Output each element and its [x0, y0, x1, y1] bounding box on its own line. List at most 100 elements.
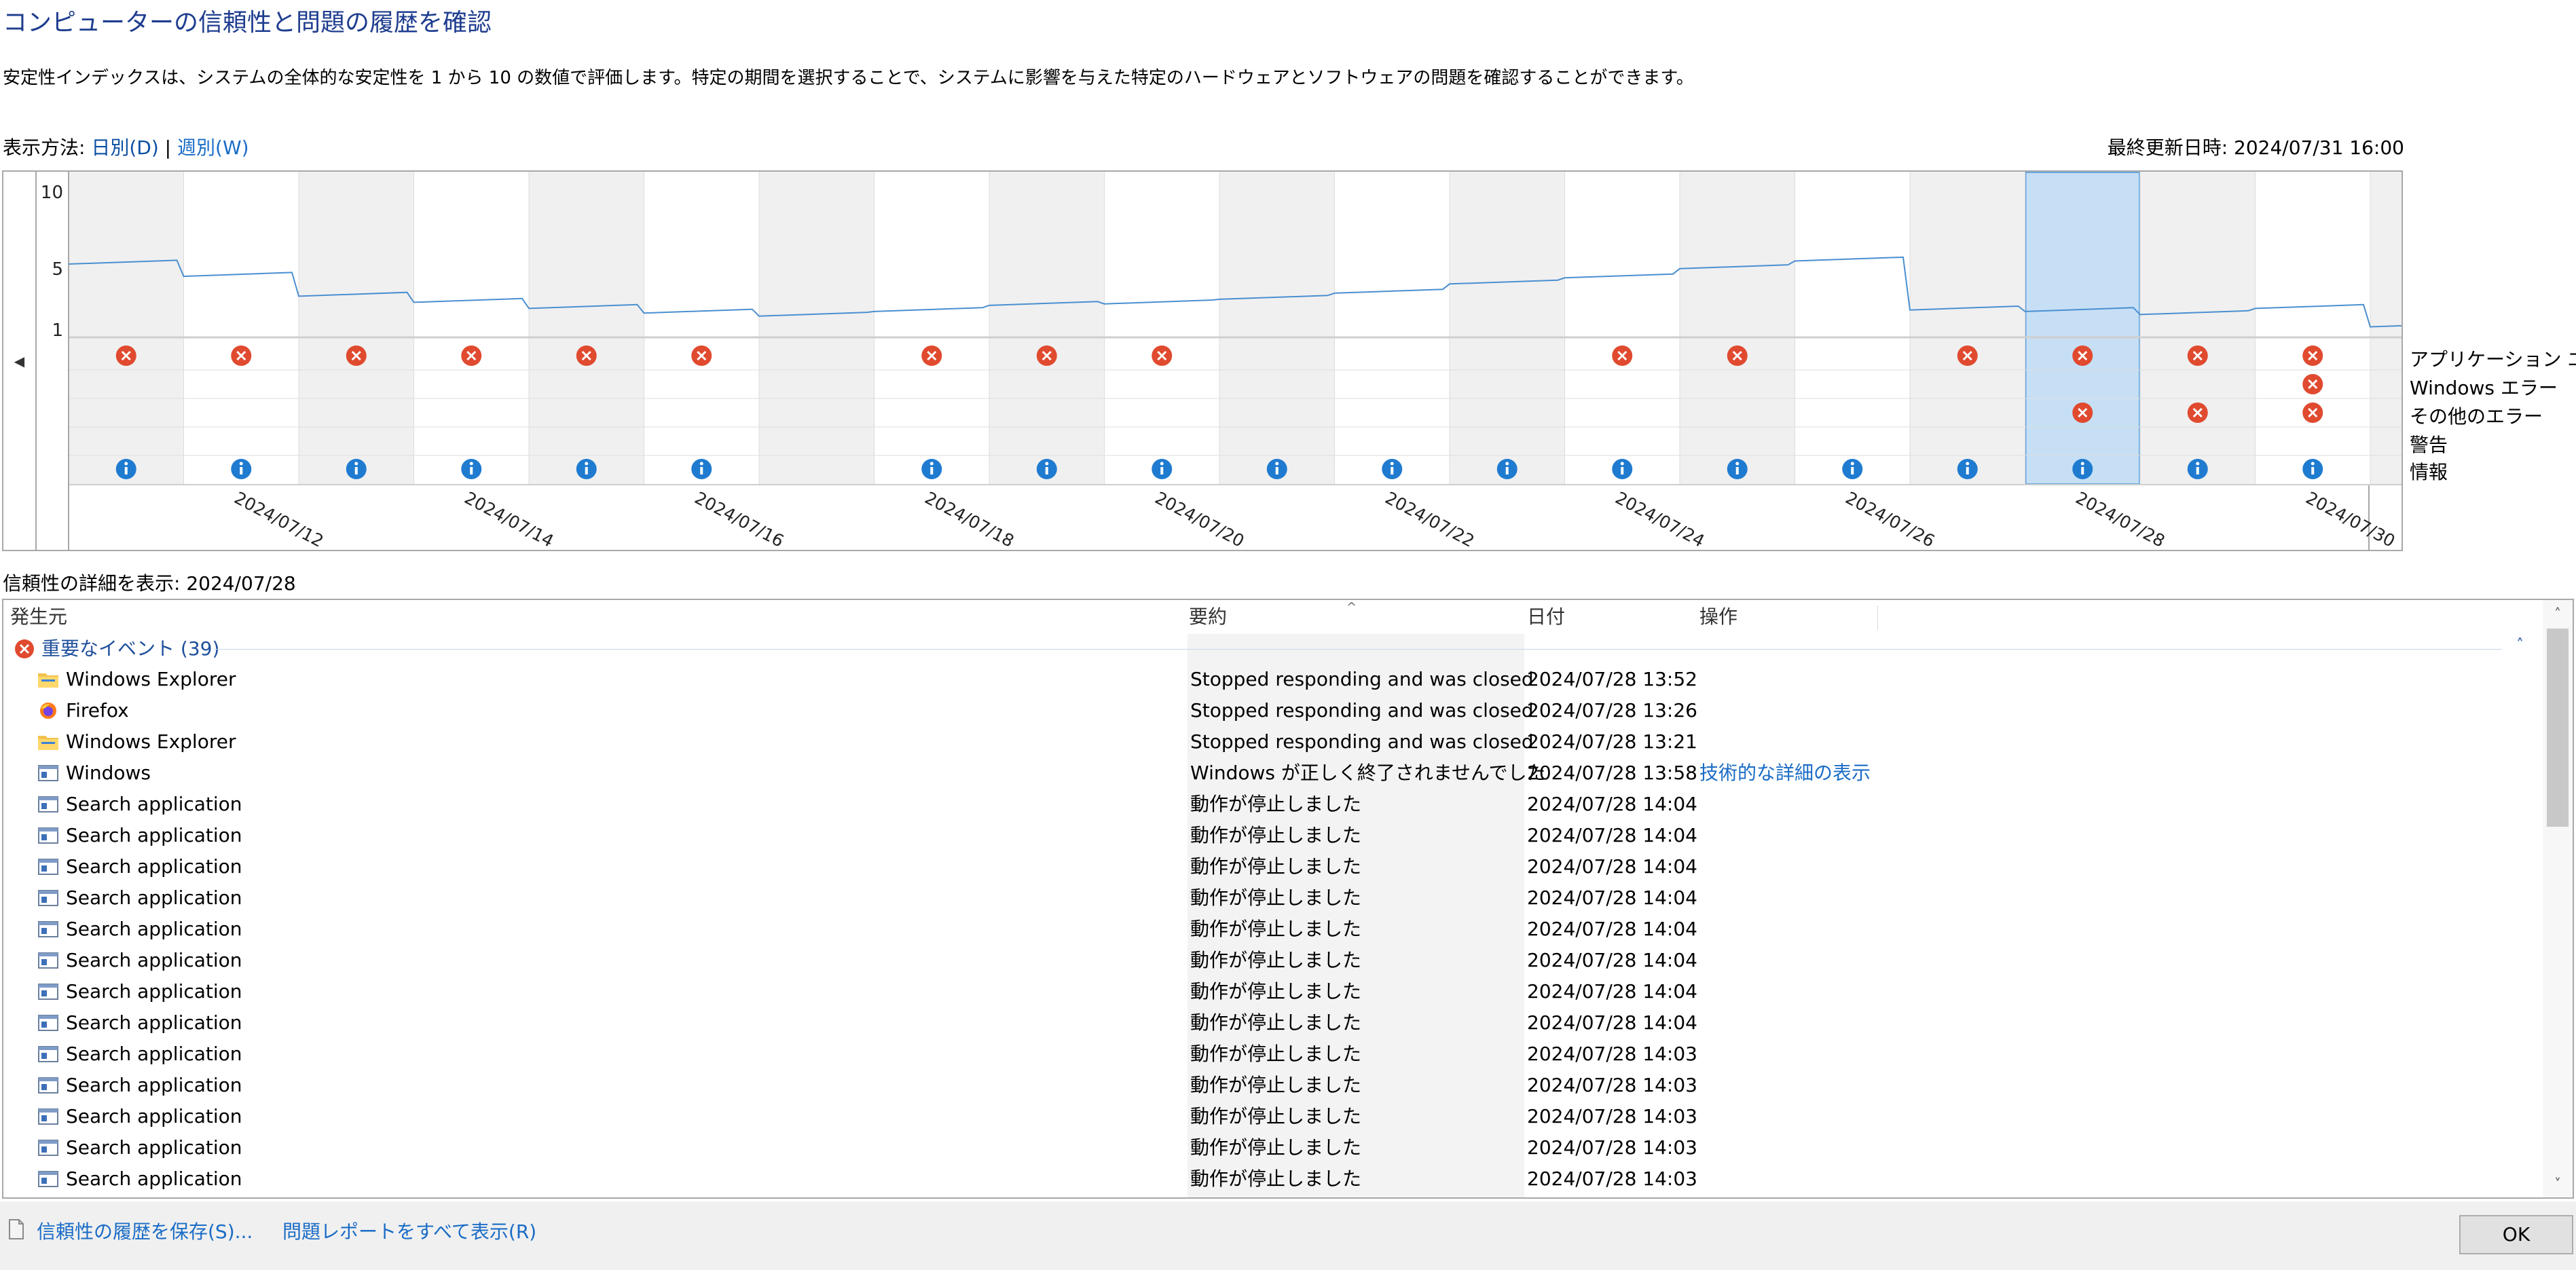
column-header-action[interactable]: 操作	[1699, 605, 1738, 628]
table-row[interactable]: Search application 動作が停止しました 2024/07/28 14…	[3, 1070, 2543, 1101]
table-row[interactable]: Search application 動作が停止しました 2024/07/28 14…	[3, 789, 2543, 820]
table-row[interactable]: Search application 動作が停止しました 2024/07/28 14…	[3, 945, 2543, 976]
table-row[interactable]: Search application 動作が停止しました 2024/07/28 14…	[3, 976, 2543, 1007]
table-row[interactable]: Search application 動作が停止しました 2024/07/28 14…	[3, 1163, 2543, 1195]
scroll-up-button[interactable]: ˄	[2554, 605, 2561, 622]
table-row[interactable]: Search application 動作が停止しました 2024/07/28 14…	[3, 851, 2543, 882]
day-column	[644, 172, 759, 485]
info-icon-stem	[1505, 467, 1509, 474]
row-source: Search application	[66, 1043, 242, 1065]
column-header-summary[interactable]: 要約 ^	[1189, 600, 1522, 634]
info-icon-dot	[1850, 462, 1854, 466]
row-action-link[interactable]: 技術的な詳細の表示	[1699, 762, 1871, 784]
row-source: Search application	[66, 793, 242, 815]
group-row-critical[interactable]: 重要なイベント (39) ˄	[3, 634, 2543, 664]
vertical-scrollbar[interactable]: ˄ ˅	[2543, 600, 2573, 1197]
group-line	[214, 649, 2502, 650]
info-icon-stem	[1045, 467, 1048, 474]
stability-index-line	[68, 256, 2402, 328]
day-column	[1910, 172, 2025, 485]
error-icon-cross	[466, 350, 477, 361]
row-summary: 動作が停止しました	[1190, 855, 1362, 878]
table-row[interactable]: Search application 動作が停止しました 2024/07/28 14…	[3, 1007, 2543, 1039]
view-separator: |	[164, 136, 172, 159]
info-icon-stem	[124, 467, 128, 474]
summary-column-shade	[1188, 634, 1524, 1197]
legend-windows-error: Windows エラー	[2410, 377, 2558, 399]
row-date: 2024/07/28 13:52	[1527, 668, 1697, 690]
info-icon-stem	[354, 467, 358, 474]
view-by-bar: 表示方法: 日別(D) | 週別(W)	[3, 133, 249, 160]
info-icon-dot	[930, 462, 934, 466]
x-date-label: 2024/07/20	[1152, 488, 1247, 550]
row-source: Windows Explorer	[66, 668, 236, 690]
save-history-link[interactable]: 信頼性の履歴を保存(S)...	[37, 1220, 253, 1243]
stability-chart-svg[interactable]: 10 5 1 2024/07/12 2024/07/14 2024/07/16 2024/0…	[3, 172, 2402, 550]
day-column	[69, 172, 184, 485]
info-icon-stem	[1851, 467, 1854, 474]
info-icon-stem	[1391, 467, 1394, 474]
view-all-reports-link[interactable]: 問題レポートをすべて表示(R)	[282, 1220, 537, 1243]
row-source: Search application	[66, 1074, 242, 1096]
table-row[interactable]: Windows Windows が正しく終了されませんでした 2024/07/28 …	[3, 758, 2543, 789]
table-row[interactable]: Search application 動作が停止しました 2024/07/28 14…	[3, 882, 2543, 914]
row-summary: 動作が停止しました	[1190, 1168, 1362, 1190]
table-row[interactable]: Search application 動作が停止しました 2024/07/28 14…	[3, 1039, 2543, 1070]
row-summary: 動作が停止しました	[1190, 793, 1362, 815]
row-source: Search application	[66, 1105, 242, 1127]
scroll-thumb[interactable]	[2547, 629, 2569, 827]
x-date-label: 2024/07/22	[1382, 488, 1477, 550]
sort-ascending-icon: ^	[1346, 600, 1357, 614]
day-column	[989, 172, 1105, 485]
x-date-label: 2024/07/14	[461, 488, 557, 550]
legend-information: 情報	[2410, 461, 2448, 483]
table-row[interactable]: Windows Explorer Stopped responding and w…	[3, 726, 2543, 758]
folder-icon	[38, 673, 58, 688]
info-icon-dot	[2311, 462, 2315, 466]
table-row[interactable]: Windows Explorer Stopped responding and w…	[3, 664, 2543, 695]
row-summary: 動作が停止しました	[1190, 1011, 1362, 1034]
error-icon-cross	[2192, 350, 2203, 361]
day-column	[1104, 172, 1219, 485]
table-row[interactable]: Search application 動作が停止しました 2024/07/28 14…	[3, 914, 2543, 945]
row-summary: 動作が停止しました	[1190, 1074, 1362, 1096]
reliability-chart: ◀ ▶ 10512024/07/122024/07/142024/07/1620…	[2, 170, 2403, 551]
info-icon-dot	[1735, 462, 1740, 466]
info-icon-stem	[2311, 467, 2315, 474]
page-description: 安定性インデックスは、システムの全体的な安定性を 1 から 10 の数値で評価し…	[3, 68, 1694, 88]
row-source: Search application	[66, 855, 242, 878]
info-icon-stem	[470, 467, 473, 474]
row-summary: 動作が停止しました	[1190, 1136, 1362, 1159]
ok-button[interactable]: OK	[2459, 1215, 2573, 1254]
page-title: コンピューターの信頼性と問題の履歴を確認	[3, 9, 492, 37]
column-header-source[interactable]: 発生元	[10, 605, 68, 628]
row-source: Search application	[66, 1168, 242, 1190]
day-column	[1334, 172, 1450, 485]
legend-application-error: アプリケーション エラー	[2410, 348, 2576, 371]
error-icon-cross	[1157, 350, 1167, 361]
view-weekly-link[interactable]: 週別(W)	[177, 136, 249, 159]
view-daily-link[interactable]: 日別(D)	[91, 136, 159, 159]
table-row[interactable]: Search application 動作が停止しました 2024/07/28 14…	[3, 820, 2543, 851]
scroll-left-button[interactable]: ◀	[3, 172, 37, 550]
row-date: 2024/07/28 14:03	[1527, 1043, 1697, 1065]
info-icon-stem	[1621, 467, 1624, 474]
error-icon-cross	[2308, 407, 2318, 418]
scroll-down-button[interactable]: ˅	[2554, 1176, 2561, 1192]
row-summary: Stopped responding and was closed	[1190, 699, 1534, 722]
column-header-date[interactable]: 日付	[1527, 605, 1566, 628]
collapse-icon[interactable]: ˄	[2516, 637, 2524, 654]
error-icon-cross	[351, 350, 361, 361]
day-column	[2255, 172, 2370, 485]
arrow-left-icon: ◀	[14, 352, 25, 369]
app-window-icon	[38, 1108, 58, 1125]
table-row[interactable]: Search application 動作が停止しました 2024/07/28 14…	[3, 1101, 2543, 1132]
table-row[interactable]: Search application 動作が停止しました 2024/07/28 14…	[3, 1132, 2543, 1163]
row-summary: 動作が停止しました	[1190, 824, 1362, 846]
footer-bar: 信頼性の履歴を保存(S)... 問題レポートをすべて表示(R) OK	[0, 1201, 2576, 1270]
table-row[interactable]: Firefox Stopped responding and was closed…	[3, 695, 2543, 726]
app-window-icon	[38, 827, 58, 844]
day-column	[759, 172, 875, 485]
info-icon-dot	[354, 462, 358, 466]
row-date: 2024/07/28 14:04	[1527, 824, 1697, 846]
